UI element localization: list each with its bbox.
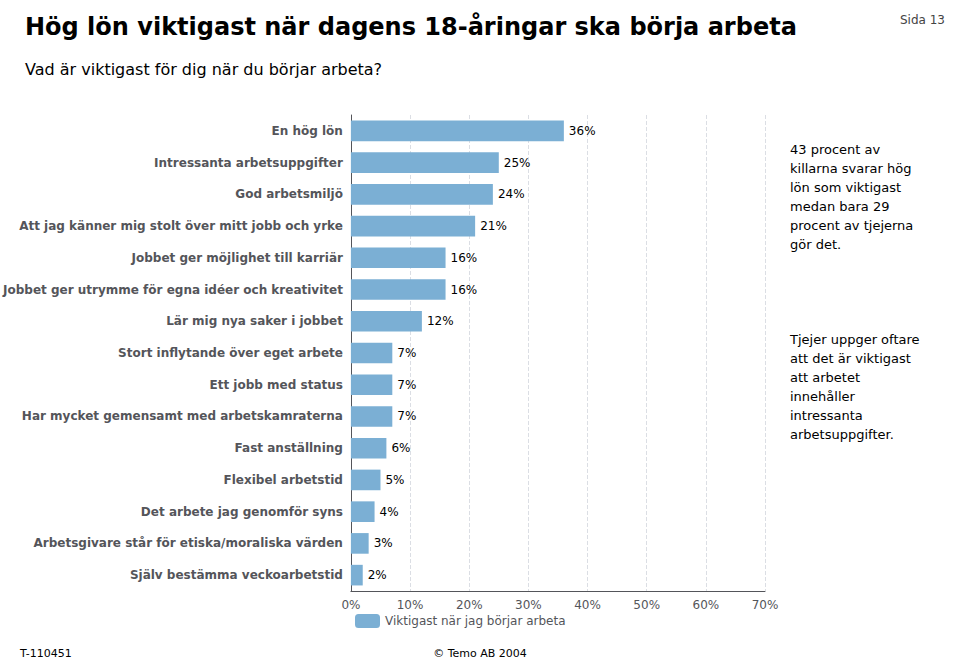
svg-text:att arbetet: att arbetet [790,370,860,385]
svg-text:43 procent av: 43 procent av [790,142,881,157]
svg-text:16%: 16% [451,251,478,265]
svg-text:Stort inflytande över eget arb: Stort inflytande över eget arbete [118,346,343,360]
svg-text:En hög lön: En hög lön [272,124,343,138]
svg-text:Viktigast när jag börjar arbet: Viktigast när jag börjar arbeta [385,614,566,628]
svg-text:7%: 7% [397,346,416,360]
svg-text:16%: 16% [451,283,478,297]
svg-text:70%: 70% [752,598,779,612]
svg-text:36%: 36% [569,124,596,138]
svg-text:Fast anställning: Fast anställning [235,441,343,455]
svg-text:lön som viktigast: lön som viktigast [790,180,901,195]
svg-text:killarna svarar hög: killarna svarar hög [790,161,911,176]
svg-text:21%: 21% [480,219,507,233]
svg-text:Intressanta arbetsuppgifter: Intressanta arbetsuppgifter [154,156,343,170]
svg-text:Sida 13: Sida 13 [900,13,945,27]
svg-text:50%: 50% [633,598,660,612]
svg-text:25%: 25% [504,156,531,170]
svg-text:Lär mig nya saker i jobbet: Lär mig nya saker i jobbet [166,314,343,328]
svg-text:Att jag känner mig stolt över: Att jag känner mig stolt över mitt jobb … [19,219,343,233]
svg-text:gör det.: gör det. [790,237,841,252]
svg-text:God arbetsmiljö: God arbetsmiljö [235,187,343,201]
svg-text:Hög lön viktigast när dagens 1: Hög lön viktigast när dagens 18-åringar … [25,12,797,41]
svg-text:7%: 7% [397,409,416,423]
svg-text:24%: 24% [498,187,525,201]
svg-text:5%: 5% [385,473,404,487]
svg-text:Arbetsgivare står för etiska/m: Arbetsgivare står för etiska/moraliska v… [33,536,342,550]
svg-text:12%: 12% [427,314,454,328]
svg-text:Vad är viktigast för dig när d: Vad är viktigast för dig när du börjar a… [25,60,382,79]
svg-text:3%: 3% [374,536,393,550]
svg-text:40%: 40% [574,598,601,612]
svg-text:Jobbet ger utrymme för egna id: Jobbet ger utrymme för egna idéer och kr… [2,283,343,297]
svg-text:intressanta: intressanta [790,408,863,423]
svg-text:60%: 60% [693,598,720,612]
svg-text:T-110451: T-110451 [19,647,72,660]
svg-text:Tjejer uppger oftare: Tjejer uppger oftare [789,332,920,347]
svg-text:20%: 20% [456,598,483,612]
svg-text:att det är viktigast: att det är viktigast [790,351,911,366]
svg-text:innehåller: innehåller [790,389,856,404]
svg-text:2%: 2% [368,568,387,582]
svg-text:4%: 4% [380,505,399,519]
svg-text:6%: 6% [391,441,410,455]
svg-text:arbetsuppgifter.: arbetsuppgifter. [790,427,894,442]
svg-text:Har mycket gemensamt med arbet: Har mycket gemensamt med arbetskamratern… [22,409,343,423]
svg-text:Jobbet ger möjlighet till karr: Jobbet ger möjlighet till karriär [131,251,343,265]
svg-text:7%: 7% [397,378,416,392]
svg-text:0%: 0% [341,598,360,612]
svg-text:Ett jobb med status: Ett jobb med status [210,378,343,392]
svg-text:procent av tjejerna: procent av tjejerna [790,218,913,233]
svg-text:medan bara 29: medan bara 29 [790,199,889,214]
svg-text:Själv bestämma veckoarbetstid: Själv bestämma veckoarbetstid [130,568,343,582]
svg-text:© Temo AB 2004: © Temo AB 2004 [433,647,527,660]
svg-text:30%: 30% [515,598,542,612]
svg-text:10%: 10% [397,598,424,612]
svg-text:Flexibel arbetstid: Flexibel arbetstid [224,473,343,487]
svg-text:Det arbete jag genomför syns: Det arbete jag genomför syns [141,505,343,519]
